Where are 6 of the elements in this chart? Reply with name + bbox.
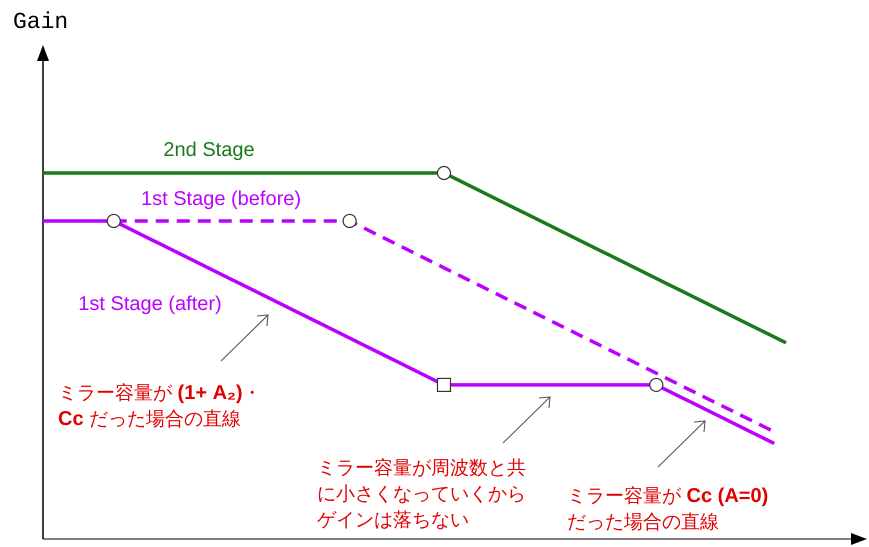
annotation: ミラー容量が Cc (A=0) だった場合の直線 bbox=[567, 485, 768, 533]
annotation: ミラー容量が Cc (A=0) だった場合の直線 bbox=[567, 420, 768, 533]
annotation: Gain bbox=[13, 9, 68, 35]
annotation: ミラー容量が (1+ A₂)・ Cc だった場合の直線 bbox=[58, 314, 269, 430]
annotation: ミラー容量が周波数と共に小さくなっていくからゲインは落ちない bbox=[317, 457, 526, 531]
annotation: ミラー容量が周波数と共に小さくなっていくからゲインは落ちない bbox=[317, 396, 551, 531]
